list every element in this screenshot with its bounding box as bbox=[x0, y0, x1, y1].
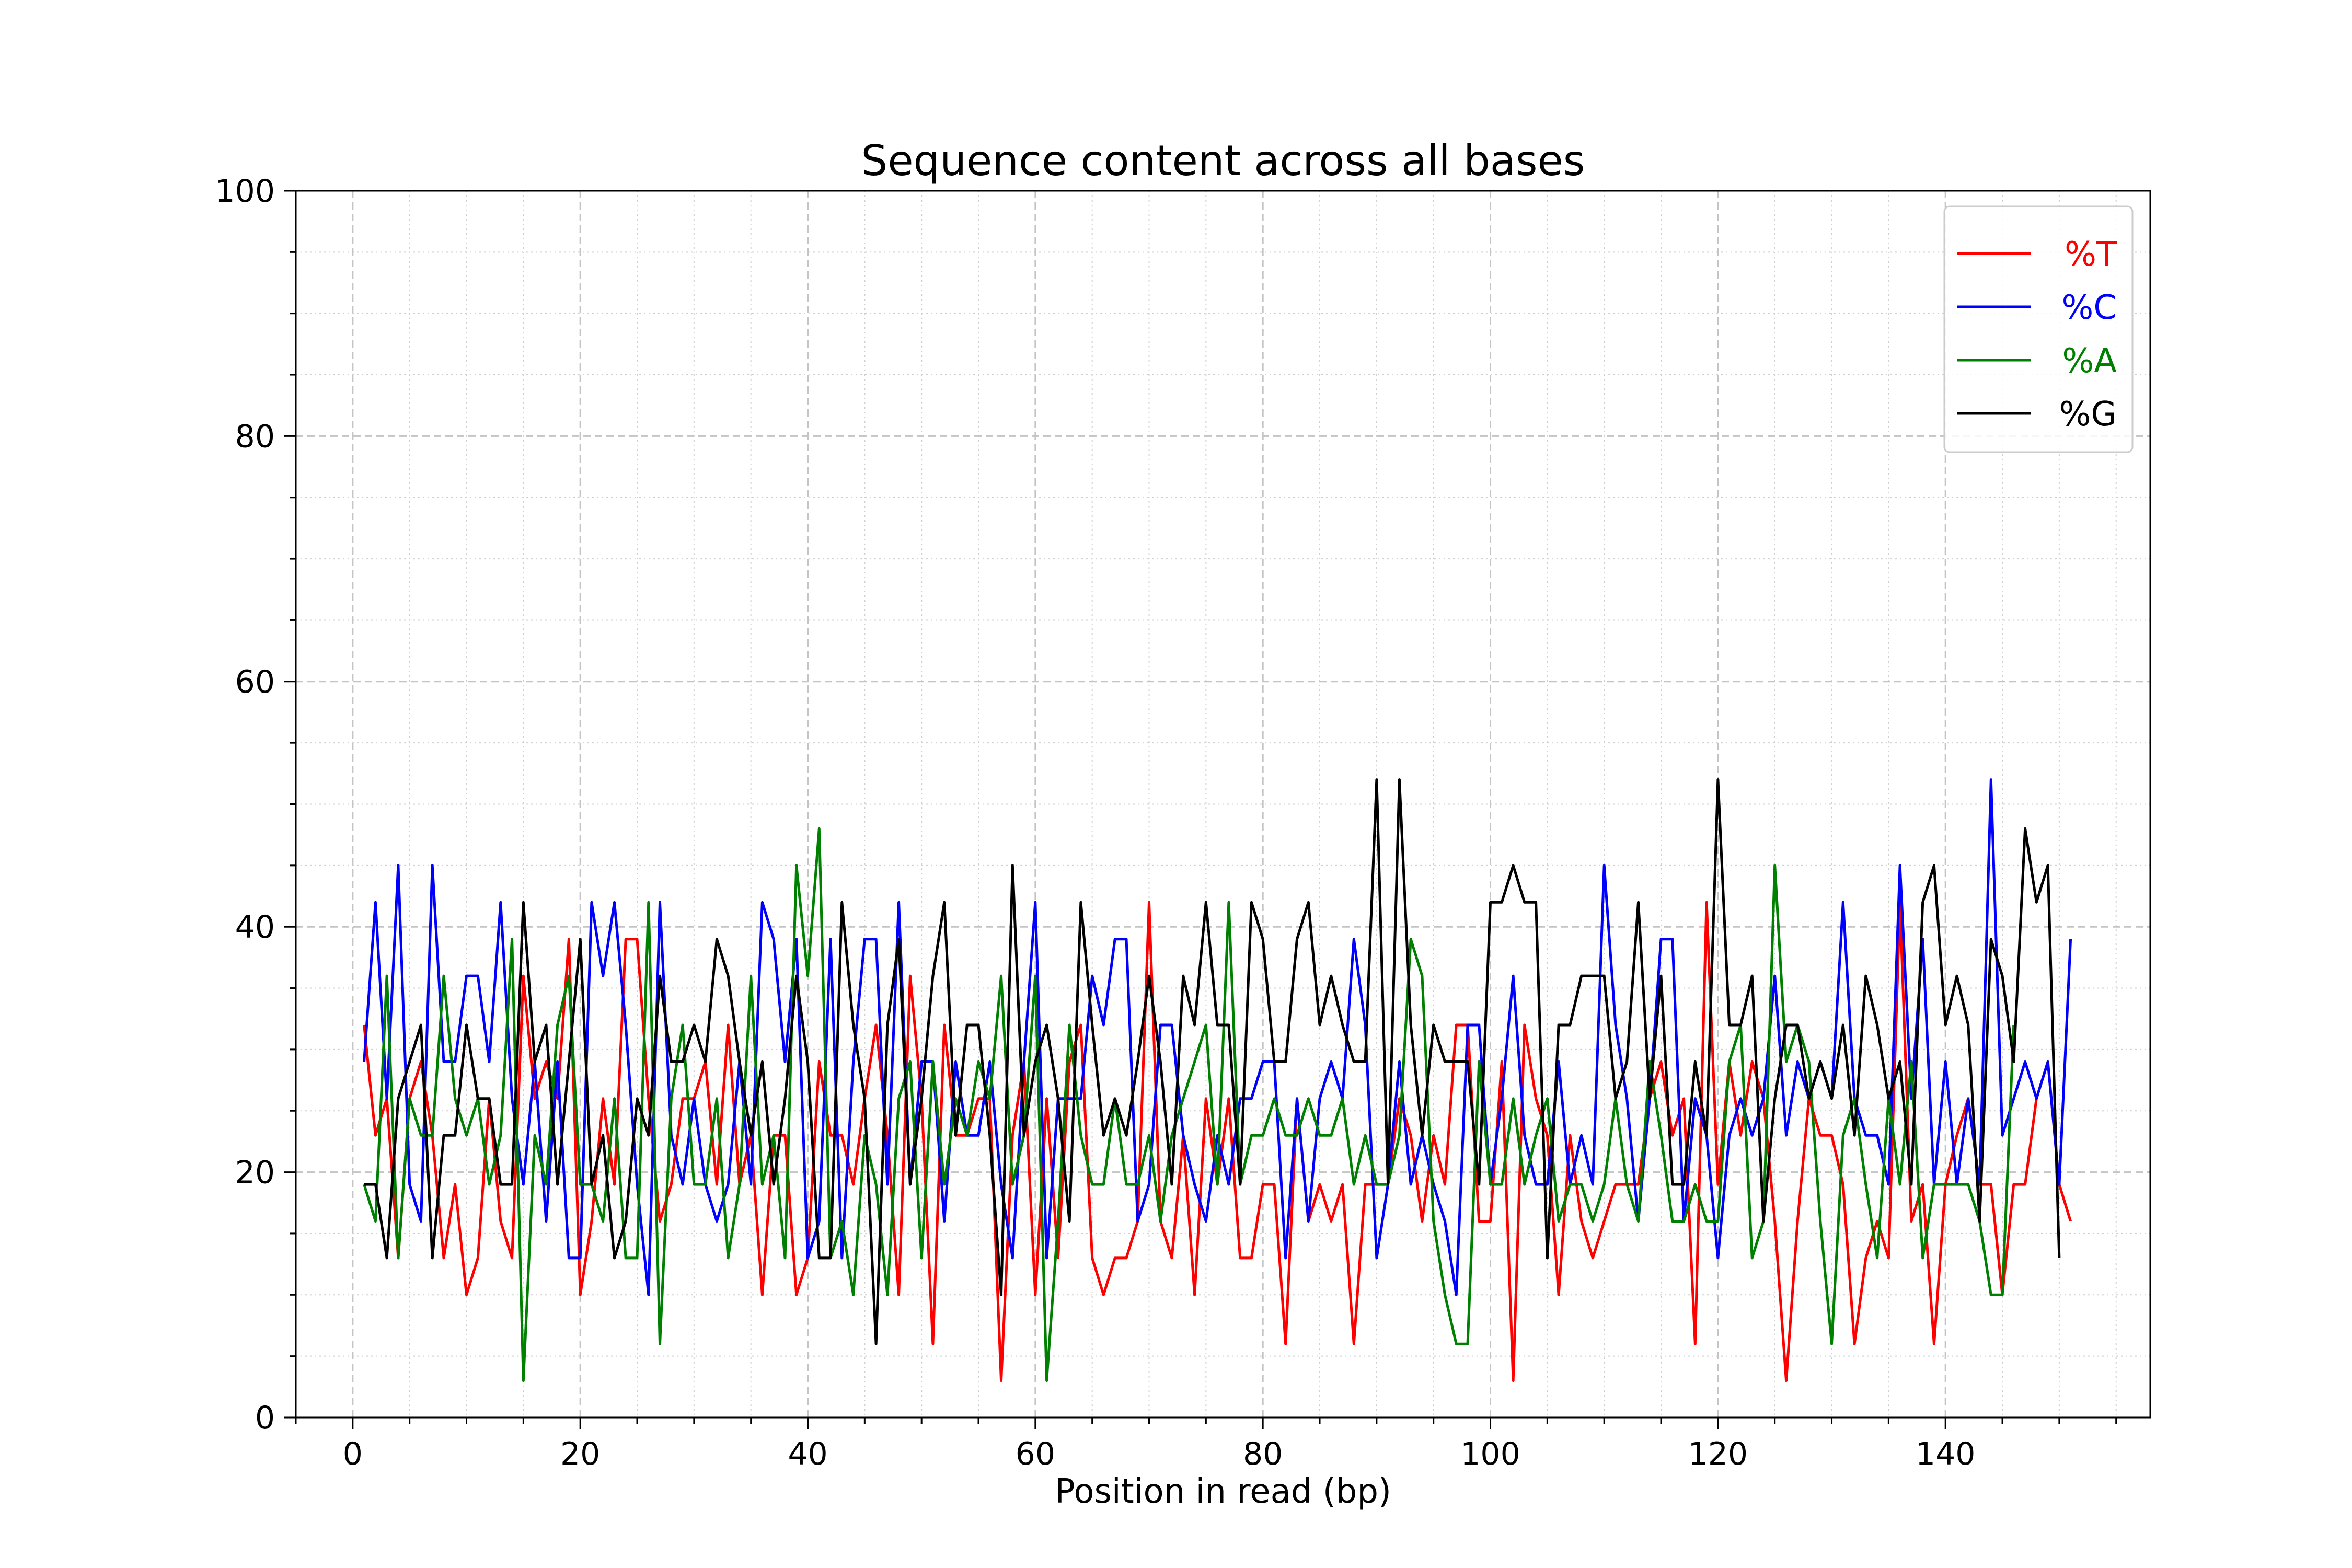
x-tick-label: 80 bbox=[1243, 1436, 1283, 1472]
y-tick-label: 40 bbox=[235, 909, 275, 946]
legend-label: %T bbox=[2065, 235, 2117, 274]
y-tick-label: 20 bbox=[235, 1155, 275, 1191]
series-lines bbox=[363, 778, 2072, 1382]
y-tick-label: 100 bbox=[215, 173, 275, 210]
y-tick-label: 0 bbox=[255, 1400, 275, 1436]
legend-label: %G bbox=[2059, 395, 2117, 434]
series-line-pct-g bbox=[364, 778, 2061, 1345]
legend: %T %C %A %G bbox=[1943, 205, 2134, 453]
series-line-pct-c bbox=[363, 778, 2072, 1296]
x-tick-label: 60 bbox=[1016, 1436, 1055, 1472]
x-axis-ticks: 0 20 40 60 80 100 120 140 bbox=[295, 1417, 2117, 1472]
x-axis-label: Position in read (bp) bbox=[1055, 1472, 1391, 1511]
x-tick-label: 120 bbox=[1688, 1436, 1748, 1472]
chart-title: Sequence content across all bases bbox=[861, 136, 1585, 185]
y-tick-label: 80 bbox=[235, 418, 275, 455]
x-tick-label: 100 bbox=[1460, 1436, 1520, 1472]
legend-label: %A bbox=[2062, 342, 2117, 381]
x-tick-label: 40 bbox=[788, 1436, 827, 1472]
x-tick-label: 140 bbox=[1916, 1436, 1976, 1472]
y-tick-label: 60 bbox=[235, 664, 275, 700]
x-tick-label: 20 bbox=[560, 1436, 600, 1472]
legend-box bbox=[1943, 205, 2134, 453]
legend-label: %C bbox=[2062, 289, 2117, 327]
x-tick-label: 0 bbox=[343, 1436, 363, 1472]
series-line-pct-a bbox=[363, 827, 2015, 1382]
y-axis-ticks: 0 20 40 60 80 100 bbox=[215, 173, 296, 1436]
